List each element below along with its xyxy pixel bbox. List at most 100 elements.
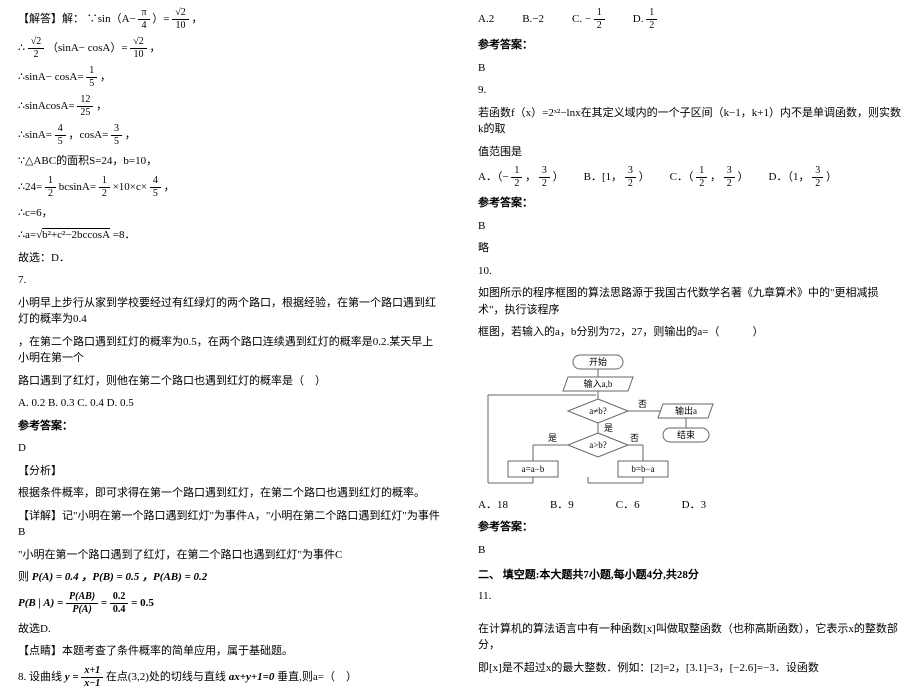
q7-pab: ，P(AB) = 0.2 (142, 571, 207, 583)
q7-d3-m: = (101, 597, 110, 609)
q7-detail-1: "小明在第一个路口遇到了红灯，在第二个路口也遇到红灯"为事件C (18, 547, 442, 564)
q8-opt-c: C. − 1 2 (572, 8, 605, 31)
q7-text-3: 路口遇到了红灯，则他在第二个路口也遇到红灯的概率是（ ） (18, 373, 442, 390)
q9-options: A．（− 12 ， 32 ） B．[1， 32 ） C．（ 12 ， 32 ） … (478, 166, 902, 189)
eq5-mid: ，cosA= (68, 129, 108, 141)
sol-label: 【解答】解： (18, 13, 84, 25)
frac-0204: 0.2 0.4 (110, 592, 129, 615)
q10-text-1: 如图所示的程序框图的算法思路源于我国古代数学名著《九章算术》中的"更相减损术"，… (478, 285, 902, 318)
q8-options: A.2 B.−2 C. − 1 2 D. 1 2 (478, 8, 902, 31)
eq1-post: ， (192, 13, 203, 25)
eq4-post: ， (96, 100, 107, 112)
sol-line-2: ∴ √2 2 （sinA− cosA）= √2 10 ， (18, 37, 442, 60)
frac-sqrt2-10b: √2 10 (130, 37, 147, 60)
q7-pick: 故选D. (18, 621, 442, 638)
q11-text-2: 即[x]是不超过x的最大整数．例如：[2]=2，[3.1]=3，[−2.6]=−… (478, 660, 902, 677)
frac-half-a: 1 2 (45, 176, 56, 199)
eq1-mid: ）= (152, 13, 169, 25)
frac-sqrt2-2: √2 2 (28, 37, 45, 60)
ans-label-9: 参考答案： (478, 195, 902, 212)
q8-line: 8. 设曲线 y = x+1 x−1 在点(3,2)处的切线与直线 ax+y+1… (18, 666, 442, 689)
q10-options: A．18 B．9 C．6 D．3 (478, 497, 902, 514)
sol-line-5: ∴sinA= 4 5 ，cosA= 3 5 ， (18, 124, 442, 147)
svg-text:否: 否 (630, 433, 639, 443)
q7-analysis: 根据条件概率，即可求得在第一个路口遇到红灯，在第二个路口也遇到红灯的概率。 (18, 485, 442, 502)
right-column: A.2 B.−2 C. − 1 2 D. 1 2 参考答案： B 9. 若函数f… (460, 0, 920, 651)
sol-line-3: ∴sinA− cosA= 1 5 ， (18, 66, 442, 89)
q7-text-1: 小明早上步行从家到学校要经过有红绿灯的两个路口，根据经验，在第一个路口遇到红灯的… (18, 295, 442, 328)
svg-text:a>b?: a>b? (589, 440, 607, 450)
eq2-mid: （sinA− cosA）= (47, 42, 128, 54)
frac-half-b: 1 2 (99, 176, 110, 199)
frac-4-5: 4 5 (55, 124, 66, 147)
q10-text-2: 框图，若输入的a，b分别为72，27，则输出的a=（ ） (478, 324, 902, 341)
svg-text:输入a,b: 输入a,b (584, 378, 613, 389)
q8-opt-d: D. 1 2 (633, 8, 657, 31)
svg-text:a=a−b: a=a−b (522, 464, 545, 474)
detail-label: 【详解】记"小明在第一个路口遇到红灯"为事件A，"小明在第二个路口遇到红灯"为事… (18, 508, 442, 541)
q10-opt-c: C．6 (616, 497, 640, 514)
ans-label-8: 参考答案： (478, 37, 902, 54)
q9-opt-a: A．（− 12 ， 32 ） (478, 166, 564, 189)
q7-pa: P(A) = 0.4 (32, 571, 79, 583)
q10-opt-a: A．18 (478, 497, 508, 514)
frac-pba: P(AB) P(A) (66, 592, 98, 615)
q9-ans: B (478, 218, 902, 235)
q9-opt-d: D．（1， 32 ） (769, 166, 837, 189)
q9-text-2: 值范围是 (478, 144, 902, 161)
point-label: 【点睛】本题考查了条件概率的简单应用，属于基础题。 (18, 643, 442, 660)
q7-prob-line: 则 P(A) = 0.4 ，P(B) = 0.5 ，P(AB) = 0.2 (18, 569, 442, 586)
q7-d3-l: P(B | A) = (18, 597, 66, 609)
eq5-post: ， (125, 129, 136, 141)
q9-brief: 略 (478, 240, 902, 257)
eq2-post: ， (150, 42, 161, 54)
choice-d: 故选：D． (18, 250, 442, 267)
q7-num: 7. (18, 272, 442, 289)
q7-cond-prob: P(B | A) = P(AB) P(A) = 0.2 0.4 = 0.5 (18, 592, 442, 615)
frac-1-5: 1 5 (86, 66, 97, 89)
eq2-pre: ∴ (18, 42, 25, 54)
eq5-pre: ∴sinA= (18, 129, 52, 141)
q8-eq-l: y = (65, 671, 82, 683)
eq1-pre: ∵sin（A− (87, 13, 136, 25)
eq7-pre: ∴24= (18, 181, 42, 193)
svg-text:开始: 开始 (589, 356, 607, 367)
q10-opt-b: B．9 (550, 497, 574, 514)
q9-opt-c: C．（ 12 ， 32 ） (670, 166, 749, 189)
frac-pi-4: π 4 (138, 8, 149, 31)
q8-eq2: ax+y+1=0 (229, 671, 275, 683)
q10-ans: B (478, 542, 902, 559)
flowchart-diagram: 开始 输入a,b a≠b? 否 输出a 结束 是 a>b? (478, 353, 718, 488)
svg-text:a≠b?: a≠b? (589, 406, 606, 416)
sol-line-4: ∴sinAcosA= 12 25 ， (18, 95, 442, 118)
q10-opt-d: D．3 (682, 497, 706, 514)
left-column: 【解答】解： ∵sin（A− π 4 ）= √2 10 ， ∴ √2 2 （si… (0, 0, 460, 651)
analysis-label: 【分析】 (18, 463, 442, 480)
q8-num: 8. 设曲线 (18, 671, 65, 683)
svg-text:b=b−a: b=b−a (631, 464, 654, 474)
sol-line-1: 【解答】解： ∵sin（A− π 4 ）= √2 10 ， (18, 8, 442, 31)
q7-d3-r: = 0.5 (131, 597, 154, 609)
section-2-heading: 二、 填空题:本大题共7小题,每小题4分,共28分 (478, 566, 902, 582)
svg-text:输出a: 输出a (675, 405, 697, 416)
sol-line-6: ∵△ABC的面积S=24，b=10， (18, 153, 442, 170)
eq4-pre: ∴sinAcosA= (18, 100, 75, 112)
sol-line-9: ∴a=√b²+c²−2bccosA =8． (18, 227, 442, 244)
eq9-sqrt: b²+c²−2bccosA (42, 227, 110, 244)
q8-mid: 在点(3,2)处的切线与直线 (106, 671, 229, 683)
q10-num: 10. (478, 263, 902, 280)
q11-text-1: 在计算机的算法语言中有一种函数[x]叫做取整函数（也称高斯函数），它表示x的整数… (478, 621, 902, 654)
svg-text:是: 是 (548, 433, 557, 443)
eq9-post: =8． (113, 229, 136, 241)
q7-options: A. 0.2 B. 0.3 C. 0.4 D. 0.5 (18, 395, 442, 412)
sol-line-7: ∴24= 1 2 bcsinA= 1 2 ×10×c× 4 5 ， (18, 176, 442, 199)
q11-num: 11. (478, 588, 902, 605)
eq9-pre: ∴a= (18, 229, 36, 241)
eq3-pre: ∴sinA− cosA= (18, 71, 84, 83)
q7-pb: ，P(B) = 0.5 (81, 571, 139, 583)
spacer (478, 611, 902, 621)
frac-12-25: 12 25 (77, 95, 93, 118)
eq3-post: ， (100, 71, 111, 83)
q8-opt-b: B.−2 (522, 11, 544, 28)
ans-label-10: 参考答案： (478, 519, 902, 536)
